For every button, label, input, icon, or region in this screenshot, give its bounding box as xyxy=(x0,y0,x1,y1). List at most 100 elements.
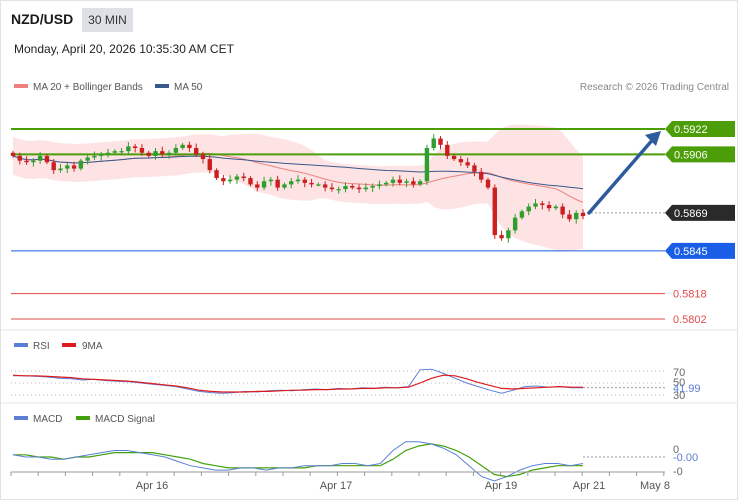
bollinger-band-area xyxy=(13,124,583,252)
candle-body xyxy=(404,181,409,183)
candle-body xyxy=(261,181,267,188)
candle-body xyxy=(153,151,158,156)
candle-body xyxy=(65,165,70,169)
candle-body xyxy=(112,151,117,153)
rsi-tick-50: 50 xyxy=(673,377,685,389)
candle-body xyxy=(92,155,97,158)
candle-body xyxy=(139,148,145,153)
macd-legend-swatch xyxy=(14,416,28,420)
timestamp: Monday, April 20, 2026 10:35:30 AM CET xyxy=(14,42,234,56)
candle-body xyxy=(78,160,84,169)
ma50-line xyxy=(12,155,584,190)
copyright-credit: Research © 2026 Trading Central xyxy=(580,82,729,93)
candle-body xyxy=(302,179,307,183)
candle-body xyxy=(533,203,538,207)
resistance-1-tag xyxy=(665,121,735,137)
candle-body xyxy=(363,187,369,190)
rsi-ma-line xyxy=(12,374,583,393)
candle-body xyxy=(234,176,240,180)
macd-signal-line xyxy=(13,443,583,478)
candle-body xyxy=(377,184,382,186)
current-price-label: 0.5869 xyxy=(674,208,708,220)
candle-body xyxy=(356,187,362,190)
candle-body xyxy=(200,154,206,160)
candle-body xyxy=(187,144,192,148)
candle-body xyxy=(465,162,470,166)
candle-body xyxy=(336,189,341,191)
candle-body xyxy=(24,160,29,163)
candle-body xyxy=(431,138,436,148)
bollinger-bands xyxy=(13,124,583,252)
pivot-label: 0.5845 xyxy=(674,246,708,258)
candle-body xyxy=(343,186,348,190)
x-tick-label: Apr 21 xyxy=(573,480,605,492)
candle-body xyxy=(44,155,50,163)
candle-body xyxy=(255,184,260,188)
rsi-current-value: 41.99 xyxy=(673,383,701,395)
forecast-arrow-head xyxy=(645,131,661,146)
resistance-2-label: 0.5906 xyxy=(674,149,708,161)
macd-signal-legend-label: MACD Signal xyxy=(95,414,155,425)
x-tick-label: Apr 17 xyxy=(320,480,352,492)
candle-body xyxy=(397,179,402,183)
candle-body xyxy=(221,178,226,182)
candle-body xyxy=(370,186,375,188)
candle-body xyxy=(37,155,43,161)
macd-line xyxy=(12,441,584,482)
candle-body xyxy=(180,144,185,148)
candle-body xyxy=(295,179,301,182)
rsi-legend-label: RSI xyxy=(33,341,50,352)
forecast-arrow xyxy=(587,131,661,215)
moving-averages xyxy=(12,152,584,203)
price-levels: 0.5922 0.5906 0.5869 0.5845 0.5818 0.5802 xyxy=(11,121,735,326)
candle-body xyxy=(567,214,572,220)
macd-tick-zero: 0 xyxy=(673,444,679,456)
timeframe-badge[interactable]: 30 MIN xyxy=(82,8,133,32)
macd-tick-neg: -0 xyxy=(673,466,683,478)
rsi-ma-legend-swatch xyxy=(62,343,76,347)
candle-body xyxy=(492,187,497,236)
candle-body xyxy=(17,155,22,161)
rsi-tick-70: 70 xyxy=(673,367,685,379)
rsi-panel xyxy=(11,368,665,396)
resistance-2-tag xyxy=(665,146,735,163)
candle-body xyxy=(99,154,104,156)
bollinger-legend-swatch xyxy=(14,84,28,88)
ma50-legend-label: MA 50 xyxy=(174,82,203,93)
ma50-legend-swatch xyxy=(155,84,169,88)
candlesticks xyxy=(10,134,586,243)
candle-body xyxy=(350,186,355,188)
candle-body xyxy=(580,212,586,217)
candle-body xyxy=(160,151,165,155)
candle-body xyxy=(390,179,396,183)
candle-body xyxy=(329,187,335,190)
rsi-tick-30: 30 xyxy=(673,390,685,402)
candle-body xyxy=(445,144,450,156)
candle-body xyxy=(309,182,314,185)
macd-panel xyxy=(12,441,665,482)
candle-body xyxy=(546,205,552,209)
candle-body xyxy=(105,152,111,155)
candle-body xyxy=(241,176,246,179)
x-tick-label: Apr 19 xyxy=(485,480,517,492)
candle-body xyxy=(479,171,484,180)
x-tick-label: Apr 16 xyxy=(136,480,168,492)
candle-body xyxy=(275,179,280,188)
candle-body xyxy=(31,160,36,163)
candle-body xyxy=(316,184,321,186)
candle-body xyxy=(227,179,233,182)
candle-body xyxy=(126,146,131,152)
current-price-tag xyxy=(665,204,735,221)
candle-body xyxy=(574,212,579,220)
candle-body xyxy=(519,211,525,218)
candle-body xyxy=(322,184,328,188)
candle-body xyxy=(417,181,423,185)
macd-legend-label: MACD xyxy=(33,414,62,425)
candle-body xyxy=(71,165,77,169)
candle-body xyxy=(58,168,63,171)
candle-body xyxy=(248,178,253,185)
candle-body xyxy=(512,217,518,231)
candle-body xyxy=(146,152,151,156)
macd-signal-legend-swatch xyxy=(76,416,90,420)
